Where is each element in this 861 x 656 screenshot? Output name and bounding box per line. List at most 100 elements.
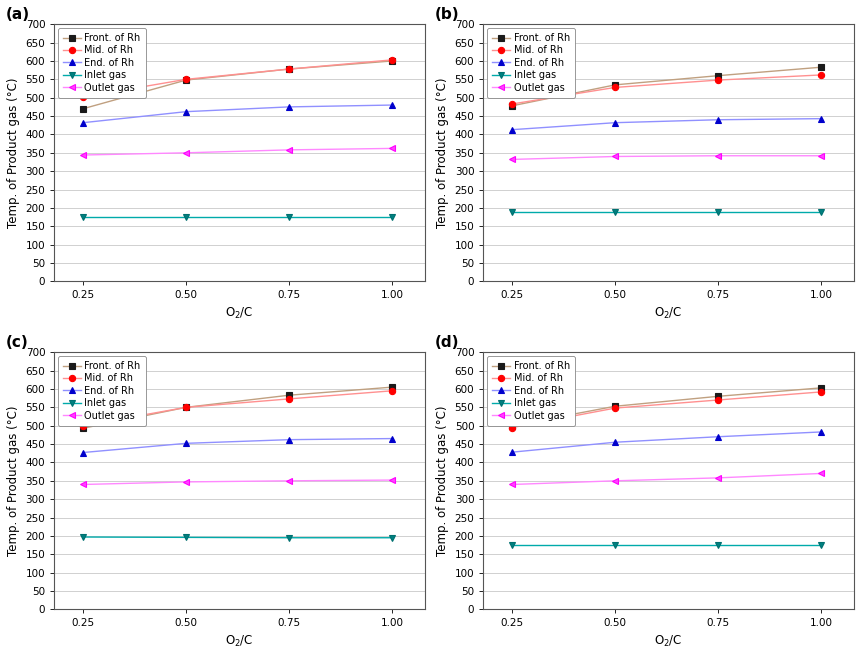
Outlet gas (284, 477, 294, 485)
Inlet gas (78, 533, 89, 541)
Outlet gas (284, 146, 294, 154)
Line: Inlet gas: Inlet gas (80, 534, 395, 541)
Inlet gas (181, 213, 191, 221)
End. of Rh (284, 103, 294, 111)
Outlet gas (507, 481, 517, 489)
Outlet gas (181, 149, 191, 157)
Legend: Front. of Rh, Mid. of Rh, End. of Rh, Inlet gas, Outlet gas: Front. of Rh, Mid. of Rh, End. of Rh, In… (59, 28, 146, 98)
Front. of Rh (610, 81, 620, 89)
Line: Mid. of Rh: Mid. of Rh (509, 72, 824, 107)
Front. of Rh (610, 402, 620, 410)
Text: (b): (b) (435, 7, 460, 22)
Line: End. of Rh: End. of Rh (509, 429, 824, 455)
Mid. of Rh (78, 422, 89, 430)
Front. of Rh (181, 76, 191, 84)
Line: Inlet gas: Inlet gas (509, 542, 824, 548)
Front. of Rh (816, 63, 827, 71)
End. of Rh (816, 115, 827, 123)
Outlet gas (507, 155, 517, 163)
Line: Mid. of Rh: Mid. of Rh (80, 388, 395, 429)
End. of Rh (610, 119, 620, 127)
Inlet gas (816, 541, 827, 549)
End. of Rh (78, 449, 89, 457)
End. of Rh (181, 108, 191, 115)
End. of Rh (387, 101, 397, 109)
Outlet gas (387, 144, 397, 152)
Inlet gas (387, 534, 397, 542)
Front. of Rh (387, 383, 397, 391)
Inlet gas (713, 541, 723, 549)
Front. of Rh (507, 102, 517, 110)
Inlet gas (387, 213, 397, 221)
Mid. of Rh (181, 75, 191, 83)
Inlet gas (284, 534, 294, 542)
Front. of Rh (507, 422, 517, 430)
Front. of Rh (387, 57, 397, 65)
Mid. of Rh (507, 424, 517, 432)
Front. of Rh (713, 392, 723, 400)
Line: Outlet gas: Outlet gas (509, 153, 824, 163)
End. of Rh (181, 440, 191, 447)
Outlet gas (816, 470, 827, 478)
Y-axis label: Temp. of Product gas (°C): Temp. of Product gas (°C) (436, 405, 449, 556)
Mid. of Rh (816, 388, 827, 396)
Outlet gas (78, 481, 89, 489)
Inlet gas (816, 209, 827, 216)
Outlet gas (78, 151, 89, 159)
Inlet gas (181, 533, 191, 541)
Outlet gas (181, 478, 191, 486)
X-axis label: O$_2$/C: O$_2$/C (226, 634, 254, 649)
Line: Mid. of Rh: Mid. of Rh (509, 389, 824, 431)
Outlet gas (713, 474, 723, 482)
Front. of Rh (284, 65, 294, 73)
Y-axis label: Temp. of Product gas (°C): Temp. of Product gas (°C) (7, 77, 20, 228)
Mid. of Rh (816, 71, 827, 79)
Line: Outlet gas: Outlet gas (80, 477, 395, 487)
Line: End. of Rh: End. of Rh (80, 102, 395, 126)
Front. of Rh (78, 105, 89, 113)
Mid. of Rh (284, 65, 294, 73)
Inlet gas (610, 541, 620, 549)
Text: (c): (c) (6, 335, 28, 350)
Outlet gas (387, 476, 397, 484)
Mid. of Rh (610, 404, 620, 412)
End. of Rh (713, 433, 723, 441)
Y-axis label: Temp. of Product gas (°C): Temp. of Product gas (°C) (436, 77, 449, 228)
Inlet gas (507, 209, 517, 216)
Outlet gas (816, 152, 827, 159)
Inlet gas (610, 209, 620, 216)
Mid. of Rh (284, 395, 294, 403)
Inlet gas (713, 209, 723, 216)
Line: Front. of Rh: Front. of Rh (80, 384, 395, 432)
Mid. of Rh (610, 83, 620, 91)
Outlet gas (610, 153, 620, 161)
Mid. of Rh (713, 396, 723, 404)
Legend: Front. of Rh, Mid. of Rh, End. of Rh, Inlet gas, Outlet gas: Front. of Rh, Mid. of Rh, End. of Rh, In… (59, 356, 146, 426)
End. of Rh (507, 126, 517, 134)
Mid. of Rh (78, 93, 89, 101)
Front. of Rh (713, 72, 723, 79)
Mid. of Rh (387, 56, 397, 64)
Inlet gas (507, 541, 517, 549)
Line: Front. of Rh: Front. of Rh (509, 385, 824, 429)
Outlet gas (713, 152, 723, 159)
Legend: Front. of Rh, Mid. of Rh, End. of Rh, Inlet gas, Outlet gas: Front. of Rh, Mid. of Rh, End. of Rh, In… (487, 356, 574, 426)
Legend: Front. of Rh, Mid. of Rh, End. of Rh, Inlet gas, Outlet gas: Front. of Rh, Mid. of Rh, End. of Rh, In… (487, 28, 574, 98)
Front. of Rh (78, 424, 89, 432)
End. of Rh (610, 438, 620, 446)
End. of Rh (78, 119, 89, 127)
Text: (a): (a) (6, 7, 30, 22)
End. of Rh (713, 116, 723, 124)
Mid. of Rh (713, 76, 723, 84)
X-axis label: O$_2$/C: O$_2$/C (226, 306, 254, 321)
Y-axis label: Temp. of Product gas (°C): Temp. of Product gas (°C) (7, 405, 20, 556)
Inlet gas (78, 213, 89, 221)
Front. of Rh (816, 384, 827, 392)
Line: Front. of Rh: Front. of Rh (80, 58, 395, 112)
Mid. of Rh (387, 387, 397, 395)
Line: End. of Rh: End. of Rh (509, 115, 824, 133)
Line: Inlet gas: Inlet gas (80, 214, 395, 220)
Mid. of Rh (507, 100, 517, 108)
X-axis label: O$_2$/C: O$_2$/C (654, 306, 683, 321)
Line: Outlet gas: Outlet gas (80, 145, 395, 158)
